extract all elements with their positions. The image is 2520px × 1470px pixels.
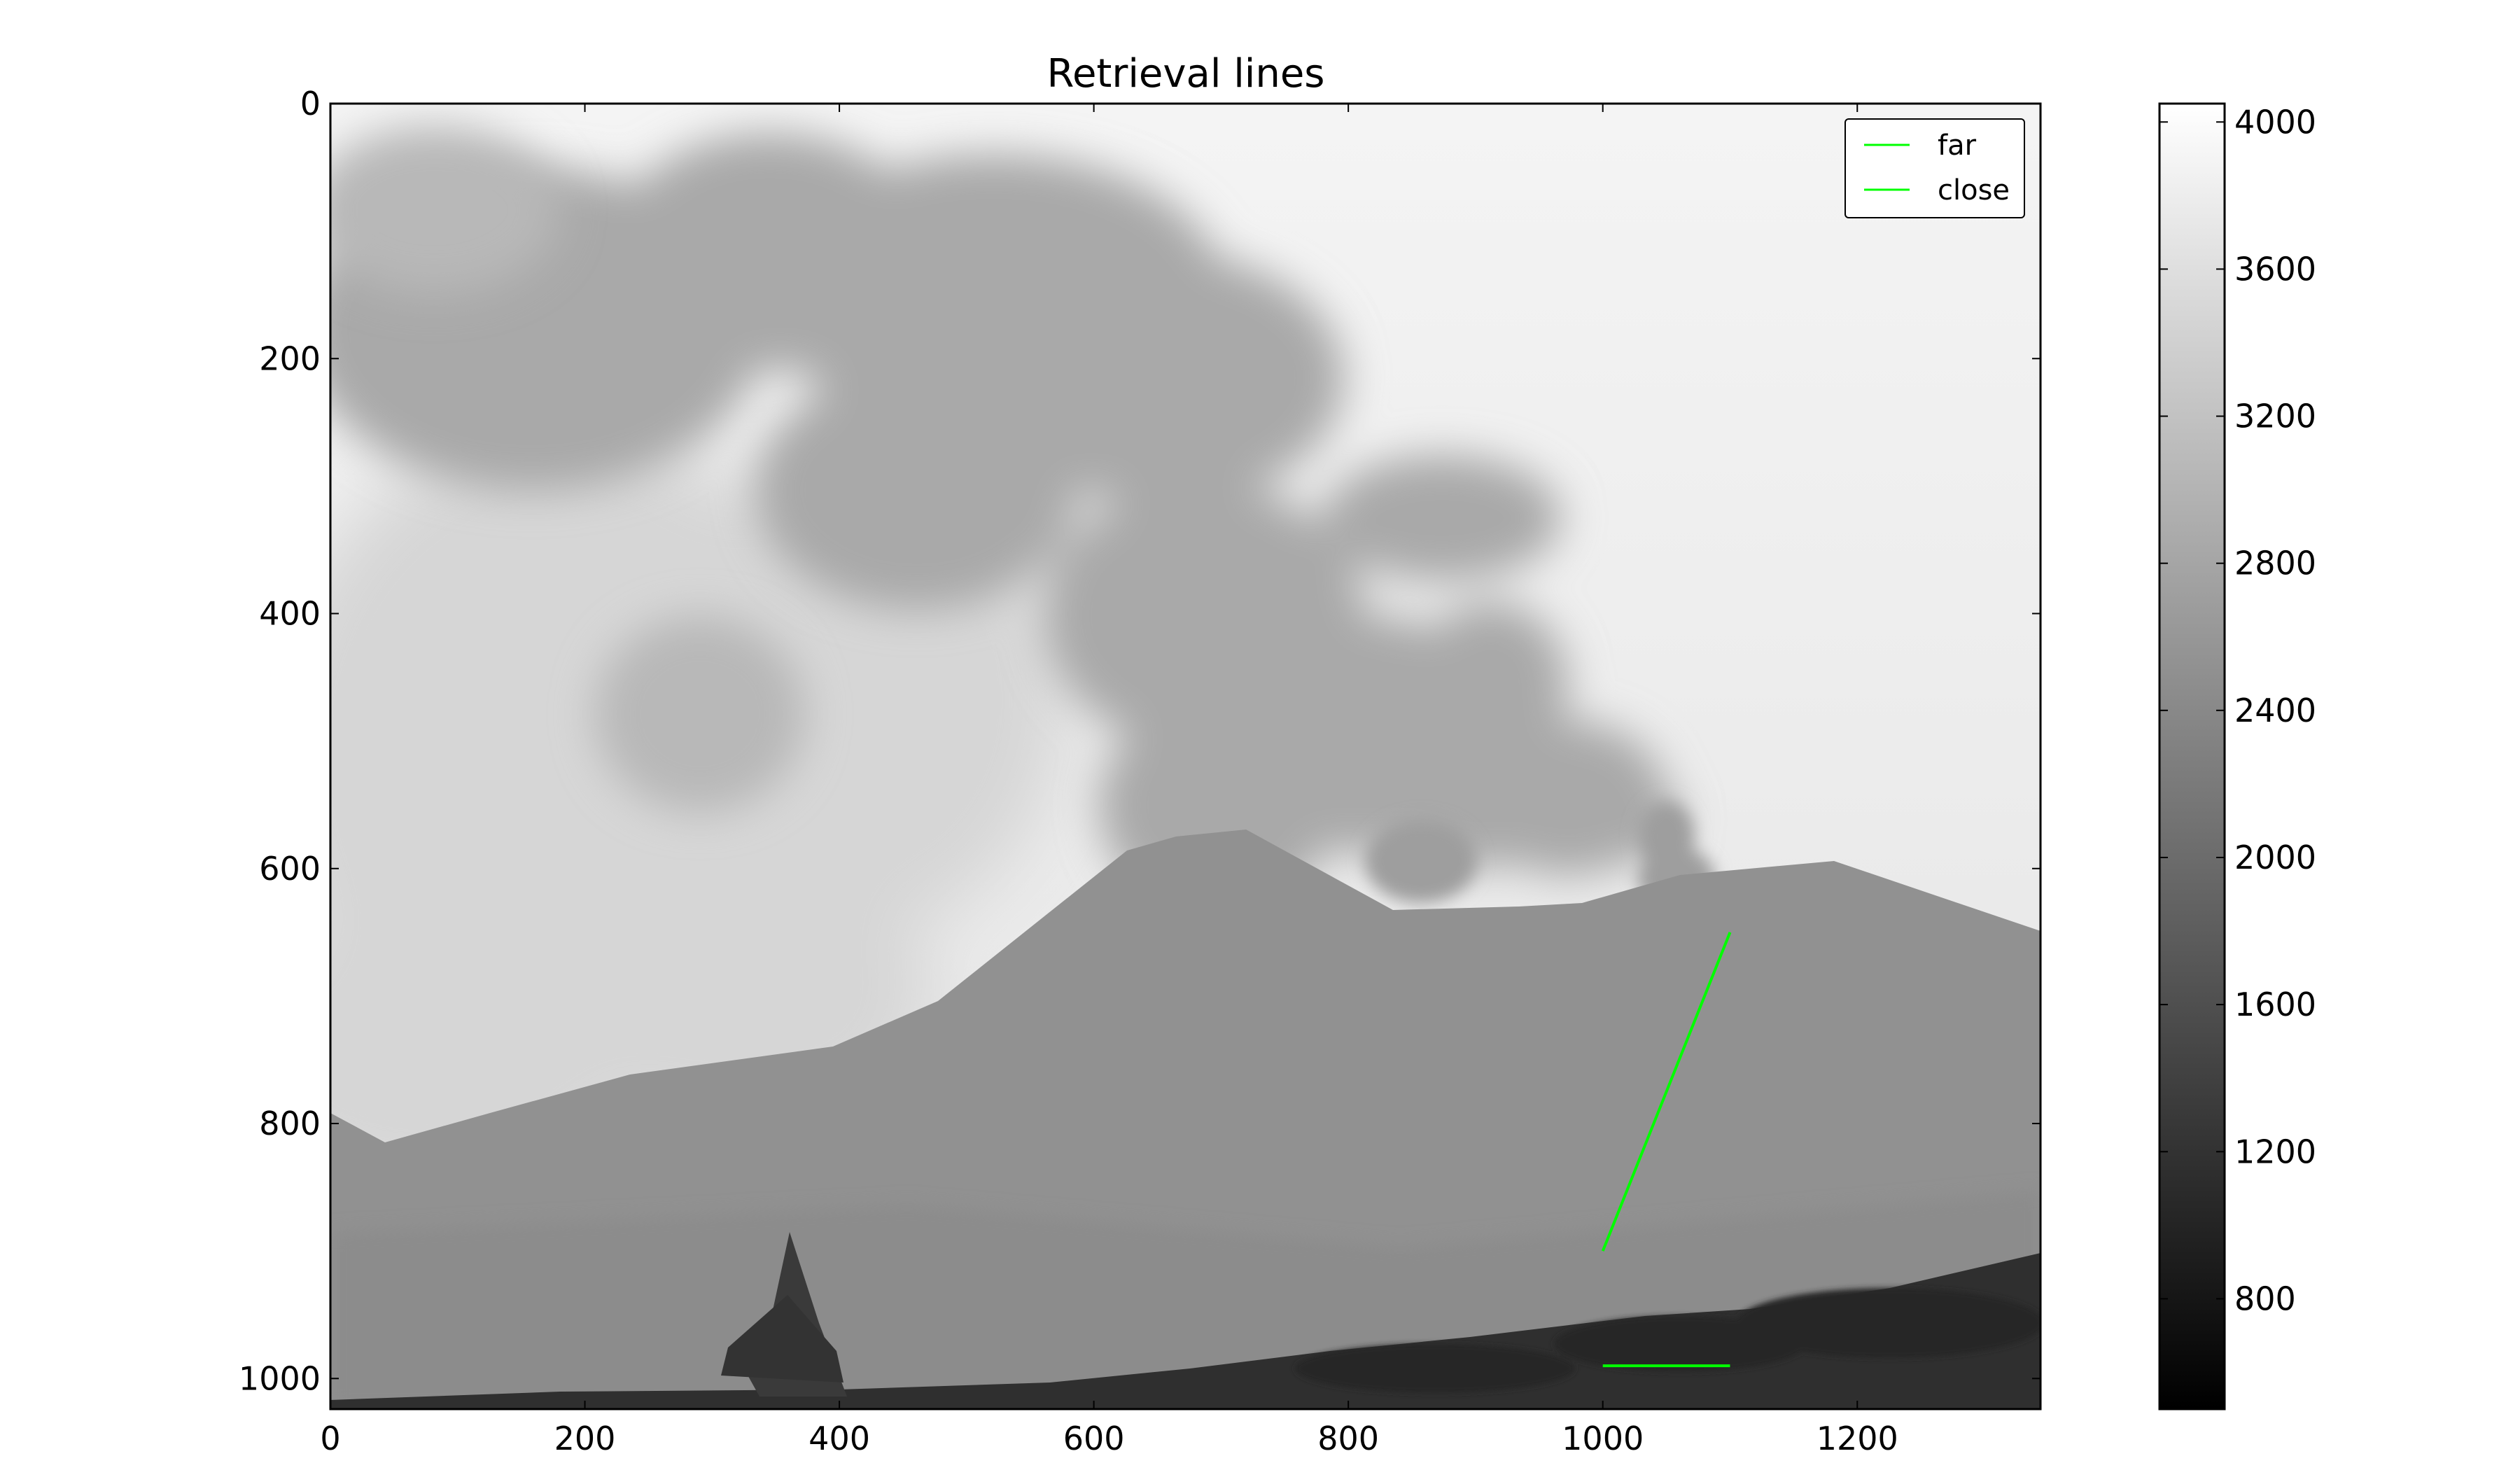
y-tick-label: 400 [259,595,321,633]
x-tick-label: 0 [320,1420,340,1457]
x-tick-label: 600 [1063,1420,1125,1457]
y-tick-label: 600 [259,850,321,888]
plot-image [330,104,2040,1409]
legend-far-label: far [1938,130,1977,162]
y-axis: 0 200 400 600 800 1000 [239,85,2040,1397]
x-tick-label: 800 [1317,1420,1379,1457]
colorbar: 800 1200 1600 2000 2400 2800 3200 3600 4000 [2158,102,2316,1410]
colorbar-tick-label: 2400 [2234,692,2316,729]
y-tick-label: 1000 [239,1359,321,1397]
y-tick-label: 0 [300,85,321,122]
series-layer [1601,932,1732,1368]
x-tick-label: 1000 [1562,1420,1644,1457]
colorbar-ticks: 800 1200 1600 2000 2400 2800 3200 3600 4000 [2160,103,2316,1317]
colorbar-tick-label: 2000 [2234,839,2316,876]
x-tick-label: 200 [554,1420,616,1457]
colorbar-tick-label: 800 [2234,1280,2296,1317]
x-axis: 0 200 400 600 800 1000 1200 [320,104,1898,1457]
chart-title: Retrieval lines [1047,51,1325,97]
colorbar-tick-label: 1200 [2234,1133,2316,1170]
colorbar-tick-label: 4000 [2234,103,2316,141]
colorbar-tick-label: 1600 [2234,986,2316,1023]
legend-close-label: close [1938,174,2010,206]
plot-frame [329,102,2042,1410]
colorbar-tick-label: 2800 [2234,545,2316,582]
x-tick-label: 400 [808,1420,870,1457]
colorbar-gradient [2158,102,2226,1410]
legend: far close [1844,118,2025,218]
y-tick-label: 200 [259,340,321,377]
colorbar-tick-label: 3600 [2234,250,2316,288]
colorbar-tick-label: 3200 [2234,398,2316,435]
x-tick-label: 1200 [1816,1420,1898,1457]
legend-box [1844,118,2025,218]
series-line-far [1601,932,1732,1252]
y-tick-label: 800 [259,1105,321,1142]
